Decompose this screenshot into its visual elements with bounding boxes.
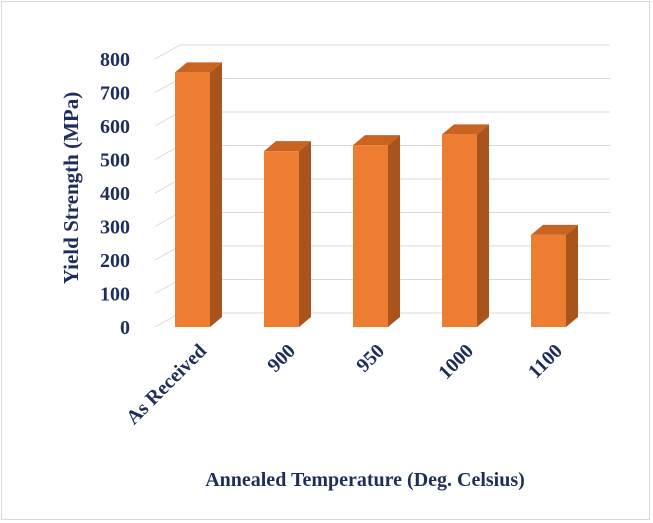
bar [442,124,489,327]
x-axis-title: Annealed Temperature (Deg. Celsius) [205,469,525,491]
bar-side [299,141,311,327]
x-tick-label: 1100 [524,340,567,383]
y-axis-title: Yield Strength (MPa) [59,92,83,284]
bar-side [477,124,489,327]
y-tick-label: 0 [120,317,130,339]
bar-side [566,224,578,327]
y-tick-label: 600 [100,116,130,138]
bar [175,62,222,328]
x-tick-label: As Received [122,340,211,429]
bar-front [175,72,210,328]
x-tick-label: 1000 [434,340,478,384]
y-tick-label: 400 [100,183,130,205]
y-tick-label: 800 [100,49,130,71]
x-axis-ticks: As Received 900 950 1000 1100 [122,340,567,429]
bar-side [388,135,400,327]
bar-top [353,135,400,146]
x-tick-label: 950 [352,340,389,377]
x-tick-label: 900 [263,340,300,377]
bar-top [264,141,311,152]
y-tick-label: 300 [100,217,130,239]
bar-top [531,224,578,235]
bar [353,135,400,327]
y-tick-label: 200 [100,250,130,272]
bar-front [264,151,299,327]
bar-side [210,62,222,328]
bar-top [175,62,222,73]
bars [175,62,578,328]
bar-front [442,134,477,327]
y-tick-label: 500 [100,150,130,172]
bar [531,224,578,327]
y-tick-label: 700 [100,83,130,105]
bar-front [353,145,388,327]
bar-top [442,124,489,135]
gridline-slant [154,44,181,60]
bar-front [531,234,566,327]
bar [264,141,311,327]
y-axis-ticks: 0 100 200 300 400 500 600 700 800 [100,49,130,339]
y-tick-label: 100 [100,284,130,306]
